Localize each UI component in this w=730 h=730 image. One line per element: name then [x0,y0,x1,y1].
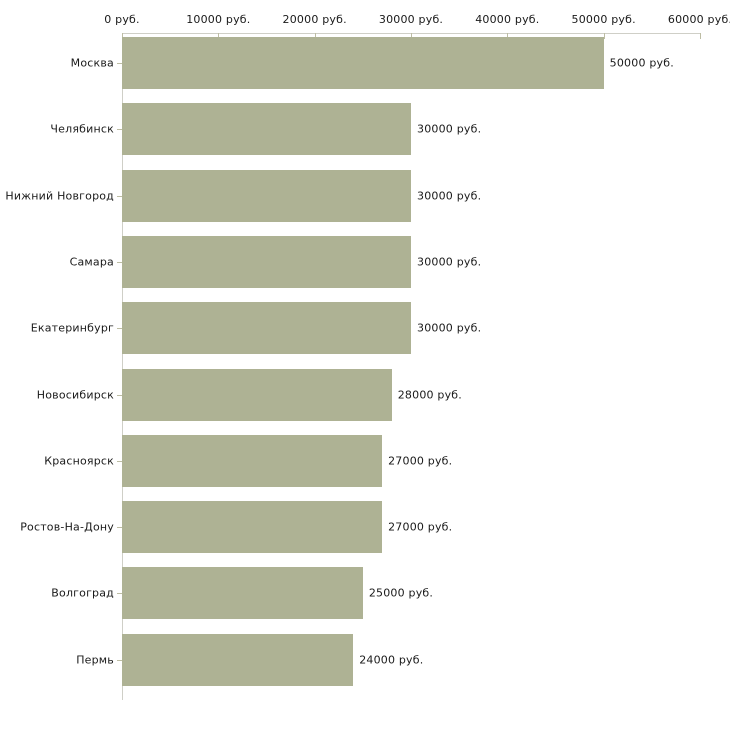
bar[interactable] [122,368,392,421]
category-label-wrap: Волгоград [0,587,114,606]
bar[interactable] [122,235,411,288]
bar-value-label: 30000 руб. [417,122,482,136]
y-axis-line [122,33,123,700]
y-axis-tick [117,460,122,462]
bar-row[interactable]: 30000 руб. [122,302,700,355]
bar[interactable] [122,169,411,222]
bar-value-label: 30000 руб. [417,255,482,269]
y-axis-tick [117,195,122,197]
x-axis-tick-label: 10000 руб. [186,13,251,26]
category-label: Самара [69,255,114,269]
bar-row[interactable]: 24000 руб. [122,633,700,686]
bar-value-label: 27000 руб. [388,454,453,468]
y-axis-tick [117,328,122,330]
y-axis-tick [117,394,122,396]
y-axis-tick [117,527,122,529]
bar-row[interactable]: 30000 руб. [122,169,700,222]
bar-value-label: 27000 руб. [388,520,453,534]
x-axis-tick-label: 30000 руб. [378,13,444,26]
x-axis-tick [314,33,316,39]
category-label: Волгоград [51,586,114,600]
category-label-wrap: Новосибирск [0,388,114,408]
bar-value-label: 25000 руб. [368,586,434,600]
y-axis-tick [117,129,122,131]
x-axis-tick-label: 20000 руб. [282,13,347,26]
category-label-wrap: Самара [0,255,114,275]
category-label: Новосибирск [36,388,114,401]
category-label-wrap: Нижний Новгород [0,189,114,209]
x-axis-tick-label: 50000 руб. [571,13,636,26]
bar-value-label: 30000 руб. [417,189,482,203]
x-axis-tick [507,33,509,39]
category-label-wrap: Ростов-На-Дону [0,521,114,540]
bar[interactable] [122,103,411,156]
x-axis-tick [218,33,220,39]
category-label: Екатеринбург [30,321,114,335]
x-axis-tick-label: 0 руб. [104,13,140,26]
category-label: Красноярск [44,454,114,468]
x-axis-tick [411,33,412,39]
bar-row[interactable]: 50000 руб. [122,37,700,89]
x-axis-tick-label: 60000 руб. [667,13,730,26]
bar-row[interactable]: 28000 руб. [122,368,700,421]
y-axis-tick [117,593,122,595]
category-label-wrap: Екатеринбург [0,322,114,341]
x-axis-tick-label: 40000 руб. [475,13,540,26]
bar-value-label: 50000 руб. [609,56,674,70]
category-label: Нижний Новгород [5,189,114,203]
bar[interactable] [122,37,604,89]
bar[interactable] [122,434,383,487]
x-axis-tick [122,33,123,39]
category-label-wrap: Красноярск [0,454,114,474]
category-label: Москва [70,56,114,70]
y-axis-tick [117,659,122,661]
category-label-wrap: Пермь [0,653,114,673]
bar-row[interactable]: 27000 руб. [122,501,700,554]
category-label: Ростов-На-Дону [20,520,114,534]
category-label-wrap: Челябинск [0,123,114,142]
x-axis-tick [700,33,701,39]
category-label-wrap: Москва [0,57,114,76]
bar[interactable] [122,302,411,355]
bar[interactable] [122,501,383,554]
bar[interactable] [122,567,363,620]
bar-value-label: 24000 руб. [359,653,424,667]
bar-value-label: 30000 руб. [417,321,482,335]
category-label: Пермь [76,653,114,667]
bar-value-label: 28000 руб. [397,388,462,401]
bar[interactable] [122,633,354,686]
bar-row[interactable]: 27000 руб. [122,434,700,487]
y-axis-tick [117,63,122,64]
category-label: Челябинск [50,122,114,136]
bar-row[interactable]: 25000 руб. [122,567,700,620]
x-axis-tick [603,33,605,39]
bar-row[interactable]: 30000 руб. [122,235,700,288]
bar-row[interactable]: 30000 руб. [122,103,700,156]
y-axis-tick [117,261,122,263]
